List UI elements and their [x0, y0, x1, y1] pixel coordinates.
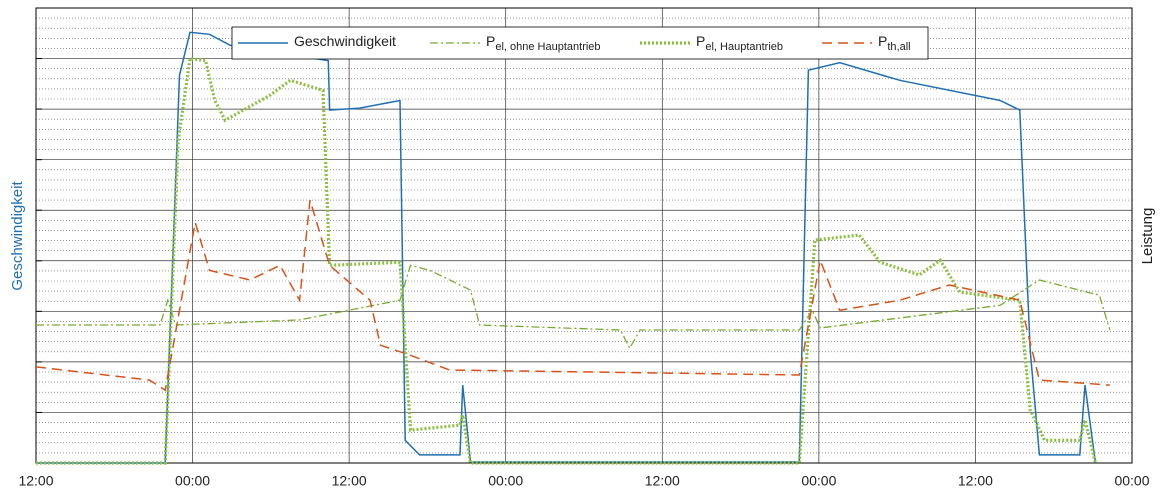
legend-label: Pth,all	[878, 33, 911, 53]
series-line	[35, 199, 1110, 392]
legend-label: Geschwindigkeit	[294, 33, 396, 49]
legend-label: Pel, Hauptantrieb	[696, 33, 783, 53]
x-tick-label: 00:00	[1114, 473, 1149, 489]
legend-label: Pel, ohne Hauptantrieb	[486, 33, 601, 53]
legend-subscript: el, ohne Hauptantrieb	[495, 41, 600, 53]
legend-name: P	[696, 33, 705, 49]
x-tick-label: 12:00	[958, 473, 993, 489]
y2-axis-label: Leistung	[1139, 208, 1156, 265]
legend-name: P	[486, 33, 495, 49]
x-tick-label: 12:00	[645, 473, 680, 489]
y-axis-label: Geschwindigkeit	[9, 181, 26, 291]
x-tick-label: 00:00	[801, 473, 836, 489]
legend-subscript: th,all	[887, 41, 910, 53]
legend-subscript: el, Hauptantrieb	[705, 41, 783, 53]
x-tick-label: 00:00	[488, 473, 523, 489]
x-tick-label: 00:00	[175, 473, 210, 489]
legend-name: Geschwindigkeit	[294, 33, 396, 49]
legend: Geschwindigkeit Pel, ohne Hauptantrieb Pel…	[231, 26, 929, 60]
series-line	[36, 56, 1098, 465]
legend-box	[231, 26, 929, 60]
series-line	[36, 31, 1097, 464]
series-line	[36, 264, 1111, 350]
legend-name: P	[878, 33, 887, 49]
plot-frame	[35, 7, 1133, 464]
x-tick-label: 12:00	[18, 473, 53, 489]
x-tick-label: 12:00	[332, 473, 367, 489]
